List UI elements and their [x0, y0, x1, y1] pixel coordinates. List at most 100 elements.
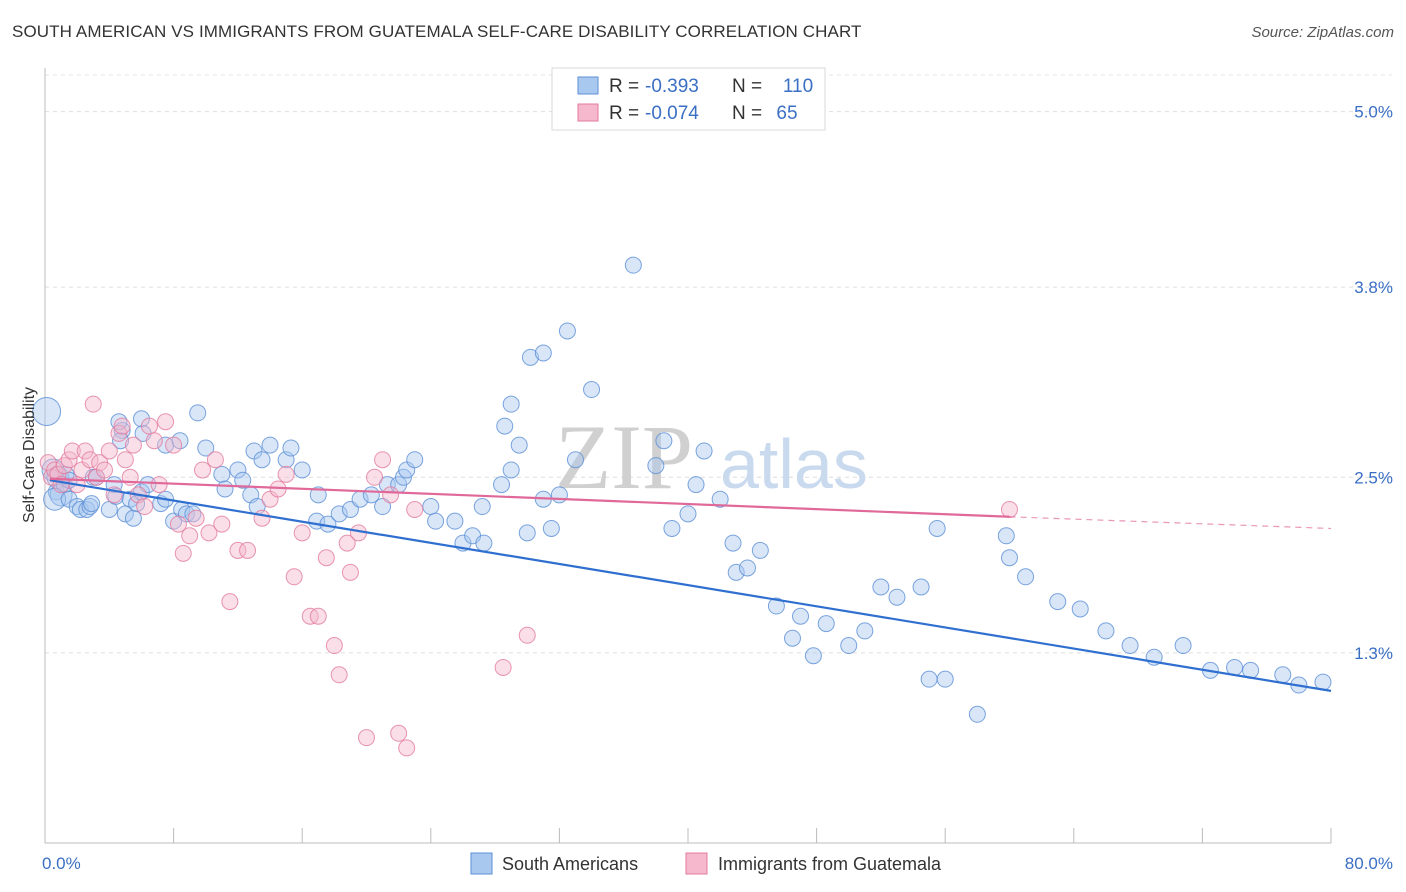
point-guatemala-33	[187, 509, 205, 527]
legend-r-value-2: -0.074	[645, 103, 699, 124]
point-south-american-8	[43, 487, 67, 511]
point-south-american-93	[695, 442, 713, 460]
point-south-american-22	[124, 509, 142, 527]
point-south-american-75	[510, 436, 528, 454]
point-guatemala-35	[200, 524, 218, 542]
trend-line-1	[49, 477, 1010, 518]
y-axis-label: Self-Care Disability	[21, 387, 38, 523]
legend-swatch-pink	[577, 103, 599, 122]
point-south-american-98	[751, 541, 769, 559]
point-south-american-115	[1017, 568, 1035, 586]
point-guatemala-24	[136, 498, 154, 516]
point-guatemala-37	[213, 515, 231, 533]
legend-r-label-1: R =	[609, 76, 639, 97]
point-guatemala-48	[309, 607, 327, 625]
point-guatemala-58	[382, 486, 400, 504]
point-south-american-0	[32, 396, 62, 426]
point-south-american-4	[49, 483, 73, 507]
point-south-american-113	[997, 527, 1015, 545]
point-south-american-99	[767, 597, 785, 615]
point-south-american-87	[624, 256, 642, 274]
point-south-american-109	[920, 670, 938, 688]
point-south-american-117	[1071, 600, 1089, 618]
y-tick-label-3: 5.0%	[1354, 103, 1393, 122]
point-guatemala-32	[181, 527, 199, 545]
point-south-american-44	[234, 471, 252, 489]
point-guatemala-55	[358, 729, 375, 747]
y-tick-labels: 1.3% 2.5% 3.8% 5.0%	[1354, 103, 1393, 663]
point-south-american-72	[475, 534, 493, 552]
point-south-american-71	[473, 498, 491, 516]
point-south-american-48	[253, 451, 271, 469]
point-guatemala-40	[239, 541, 257, 559]
point-south-american-73	[493, 476, 511, 494]
point-guatemala-28	[157, 413, 175, 431]
point-guatemala-29	[165, 436, 183, 454]
point-guatemala-26	[145, 432, 163, 450]
point-guatemala-31	[174, 544, 192, 562]
legend-r-label-2: R =	[609, 103, 639, 124]
point-guatemala-61	[406, 500, 424, 518]
point-guatemala-62	[494, 658, 512, 676]
point-guatemala-7	[63, 442, 81, 460]
point-south-american-125	[1274, 666, 1292, 684]
legend-n-value-2: 65	[776, 103, 797, 124]
point-south-american-114	[1001, 549, 1018, 567]
point-south-american-112	[928, 519, 946, 537]
point-guatemala-57	[374, 451, 392, 469]
point-guatemala-12	[84, 395, 102, 413]
point-south-american-107	[888, 588, 906, 606]
point-south-american-53	[309, 486, 327, 504]
point-south-american-28	[165, 512, 183, 530]
point-south-american-111	[968, 705, 986, 723]
point-south-american-92	[687, 476, 705, 494]
point-guatemala-64	[1001, 500, 1018, 518]
point-south-american-86	[583, 381, 601, 399]
point-south-american-68	[446, 512, 464, 530]
trend-line-extension-1	[1009, 516, 1332, 530]
trend-line-0	[49, 479, 1332, 692]
point-south-american-56	[330, 505, 348, 523]
point-south-american-96	[727, 563, 745, 581]
point-south-american-90	[663, 519, 681, 537]
point-south-american-67	[427, 512, 445, 530]
y-tick-label-0: 1.3%	[1354, 644, 1393, 663]
point-guatemala-50	[325, 637, 343, 655]
point-south-american-118	[1097, 622, 1115, 640]
point-south-american-85	[558, 322, 576, 340]
watermark-atlas: atlas	[720, 425, 868, 503]
point-guatemala-41	[253, 509, 271, 527]
chart-title: SOUTH AMERICAN VS IMMIGRANTS FROM GUATEM…	[12, 22, 862, 41]
point-guatemala-27	[150, 476, 168, 494]
point-south-american-121	[1174, 637, 1192, 655]
point-south-american-76	[518, 524, 536, 542]
point-guatemala-11	[81, 451, 99, 469]
point-south-american-108	[912, 578, 930, 596]
point-south-american-42	[216, 480, 234, 498]
point-south-american-66	[422, 498, 440, 516]
point-south-american-116	[1049, 593, 1067, 611]
point-guatemala-56	[366, 468, 384, 486]
point-guatemala-53	[341, 563, 359, 581]
point-guatemala-20	[116, 451, 134, 469]
point-guatemala-30	[169, 515, 187, 533]
y-tick-label-1: 2.5%	[1354, 468, 1393, 487]
point-south-american-95	[724, 534, 742, 552]
legend-r-value-1: -0.393	[645, 76, 699, 97]
y-tick-label-2: 3.8%	[1354, 278, 1393, 297]
point-south-american-40	[197, 439, 215, 457]
point-south-american-103	[817, 615, 835, 633]
point-guatemala-34	[194, 461, 212, 479]
legend-n-label-1: N =	[732, 76, 762, 97]
point-guatemala-10	[76, 442, 94, 460]
bottom-legend-label-2: Immigrants from Guatemala	[718, 854, 942, 874]
point-guatemala-60	[398, 739, 416, 757]
point-south-american-94	[711, 490, 729, 508]
x-tick-labels: 0.0% 80.0%	[42, 854, 1393, 873]
trend-lines	[49, 477, 1332, 692]
point-south-american-34	[112, 432, 130, 450]
grid-lines	[45, 74, 1392, 654]
point-guatemala-49	[317, 549, 335, 567]
point-south-american-110	[936, 670, 954, 688]
